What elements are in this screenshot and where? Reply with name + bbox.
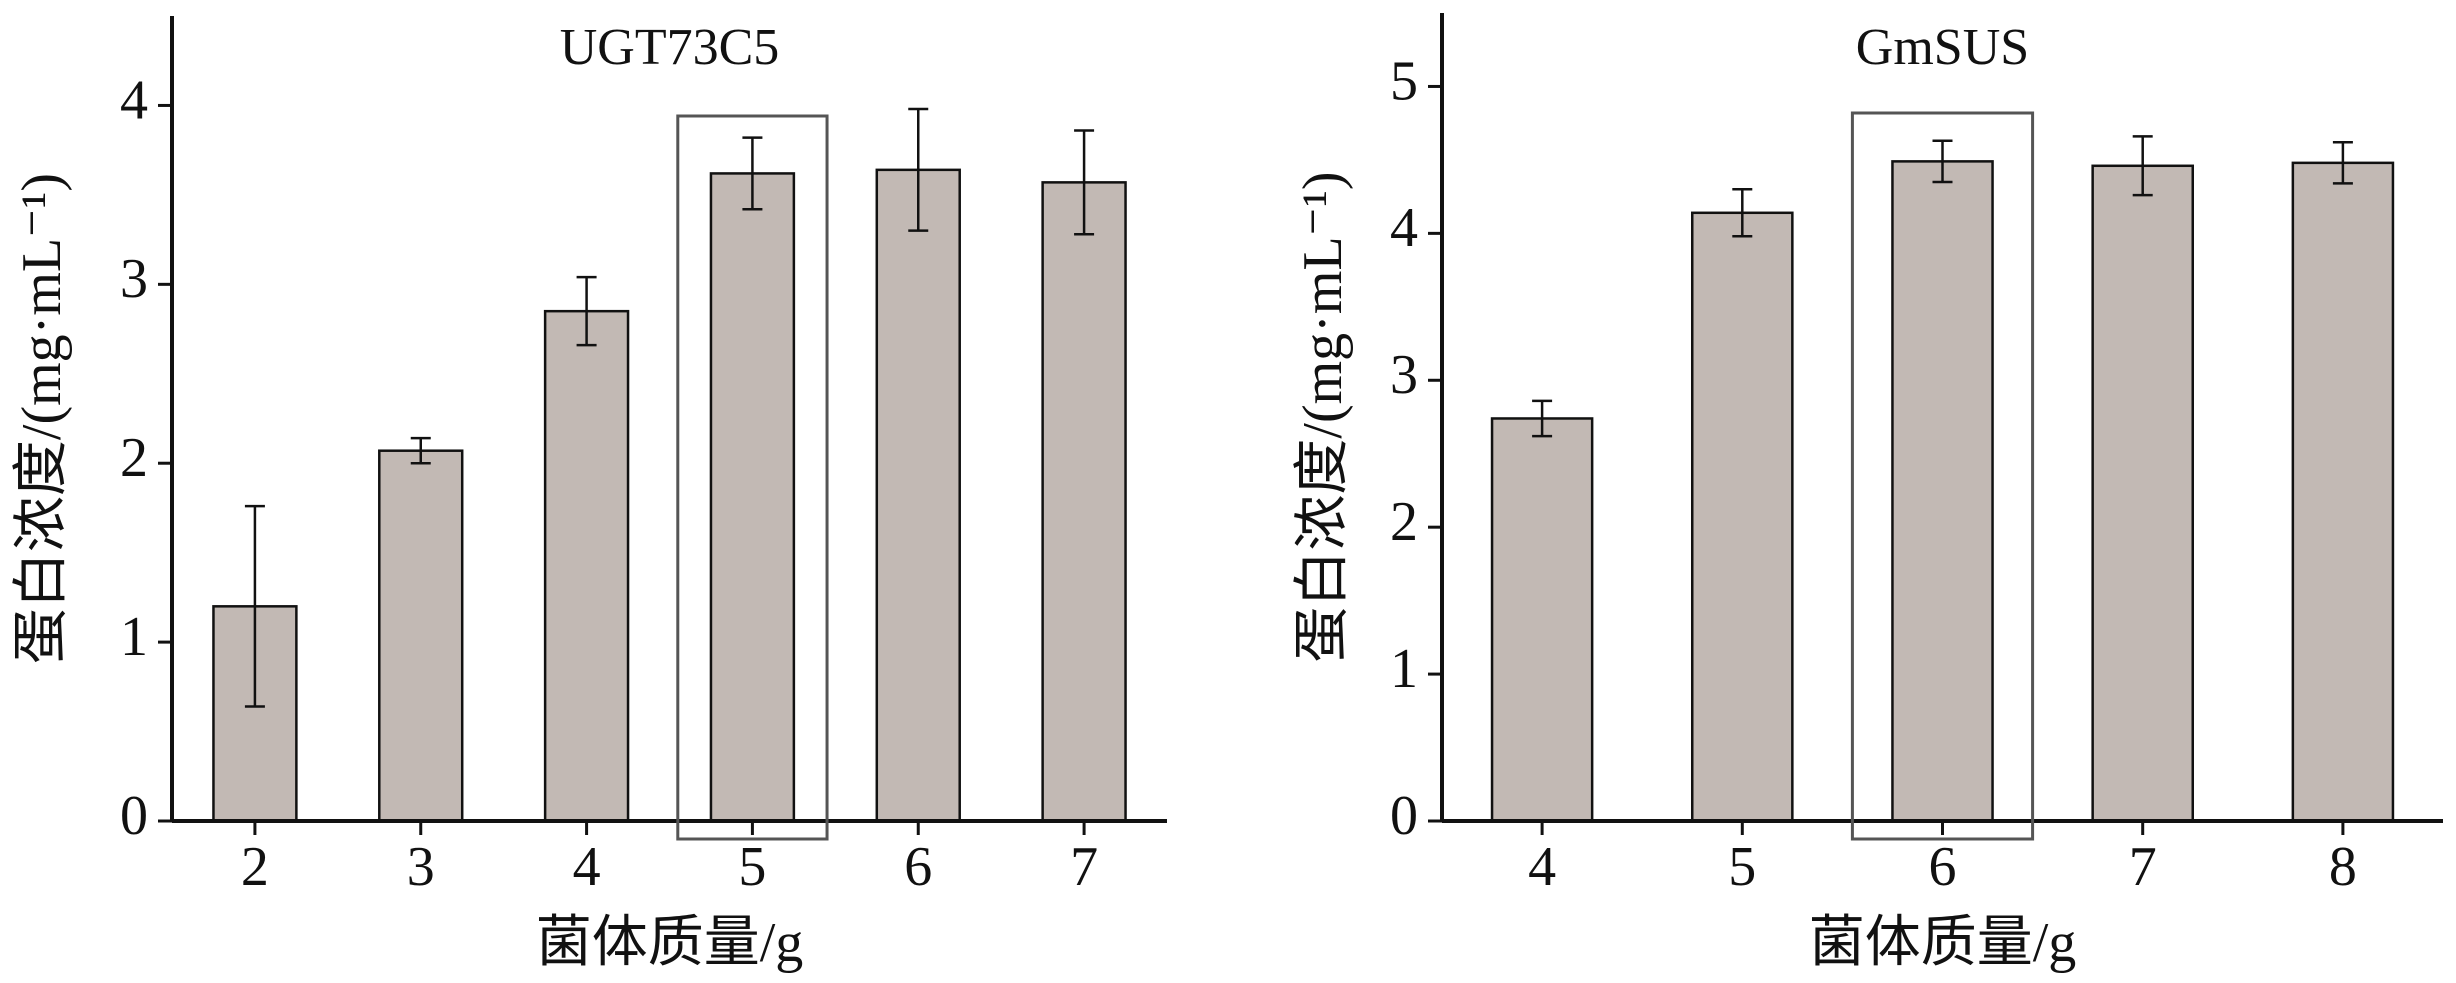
y-tick-label: 0 bbox=[1390, 785, 1418, 847]
x-tick-label: 7 bbox=[2129, 836, 2157, 898]
bar bbox=[709, 172, 796, 823]
y-tick-label: 4 bbox=[120, 69, 148, 131]
highlight-box bbox=[676, 114, 829, 841]
error-bar bbox=[576, 275, 597, 347]
error-bar bbox=[908, 107, 929, 232]
x-axis-label: 菌体质量/g bbox=[536, 912, 804, 974]
bar bbox=[2291, 161, 2395, 823]
x-tick-label: 6 bbox=[904, 836, 932, 898]
y-tick-label: 1 bbox=[1390, 638, 1418, 700]
x-tick-label: 6 bbox=[1929, 836, 1957, 898]
bar bbox=[1691, 211, 1794, 823]
x-tick-label: 7 bbox=[1070, 836, 1098, 898]
bar bbox=[1041, 181, 1127, 823]
y-tick-label: 2 bbox=[1390, 491, 1418, 553]
bar bbox=[2091, 164, 2194, 823]
highlight-box bbox=[1850, 111, 2035, 841]
bar bbox=[1490, 417, 1594, 823]
bar bbox=[378, 449, 464, 823]
bar bbox=[1891, 160, 1994, 823]
y-tick-label: 3 bbox=[1390, 344, 1418, 406]
chart-title: UGT73C5 bbox=[560, 19, 780, 76]
x-axis-label: 菌体质量/g bbox=[1809, 912, 2077, 974]
x-tick-label: 5 bbox=[738, 836, 766, 898]
error-bar bbox=[742, 136, 763, 211]
y-tick-label: 4 bbox=[1390, 197, 1418, 259]
x-tick-label: 4 bbox=[1528, 836, 1556, 898]
y-axis-label: 蛋白浓度/(mg·mL⁻¹) bbox=[1292, 171, 1354, 662]
error-bar bbox=[1932, 139, 1953, 184]
y-tick-label: 0 bbox=[120, 785, 148, 847]
error-bar bbox=[1732, 188, 1753, 238]
y-axis-label: 蛋白浓度/(mg·mL⁻¹) bbox=[11, 173, 73, 664]
x-tick-label: 8 bbox=[2329, 836, 2357, 898]
error-bar bbox=[410, 436, 431, 465]
x-tick-label: 3 bbox=[407, 836, 435, 898]
x-tick-label: 2 bbox=[241, 836, 269, 898]
error-bar bbox=[1532, 399, 1553, 438]
error-bar bbox=[244, 504, 265, 708]
y-tick-label: 1 bbox=[120, 606, 148, 668]
chart-title: GmSUS bbox=[1856, 19, 2029, 76]
y-tick-label: 3 bbox=[120, 248, 148, 310]
error-bar bbox=[2132, 135, 2153, 197]
x-tick-label: 5 bbox=[1728, 836, 1756, 898]
error-bar bbox=[2332, 141, 2353, 185]
x-tick-label: 4 bbox=[573, 836, 601, 898]
y-tick-label: 5 bbox=[1390, 50, 1418, 112]
y-tick-label: 2 bbox=[120, 427, 148, 489]
error-bar bbox=[1074, 129, 1095, 236]
bar bbox=[543, 309, 630, 823]
bar bbox=[875, 168, 961, 823]
